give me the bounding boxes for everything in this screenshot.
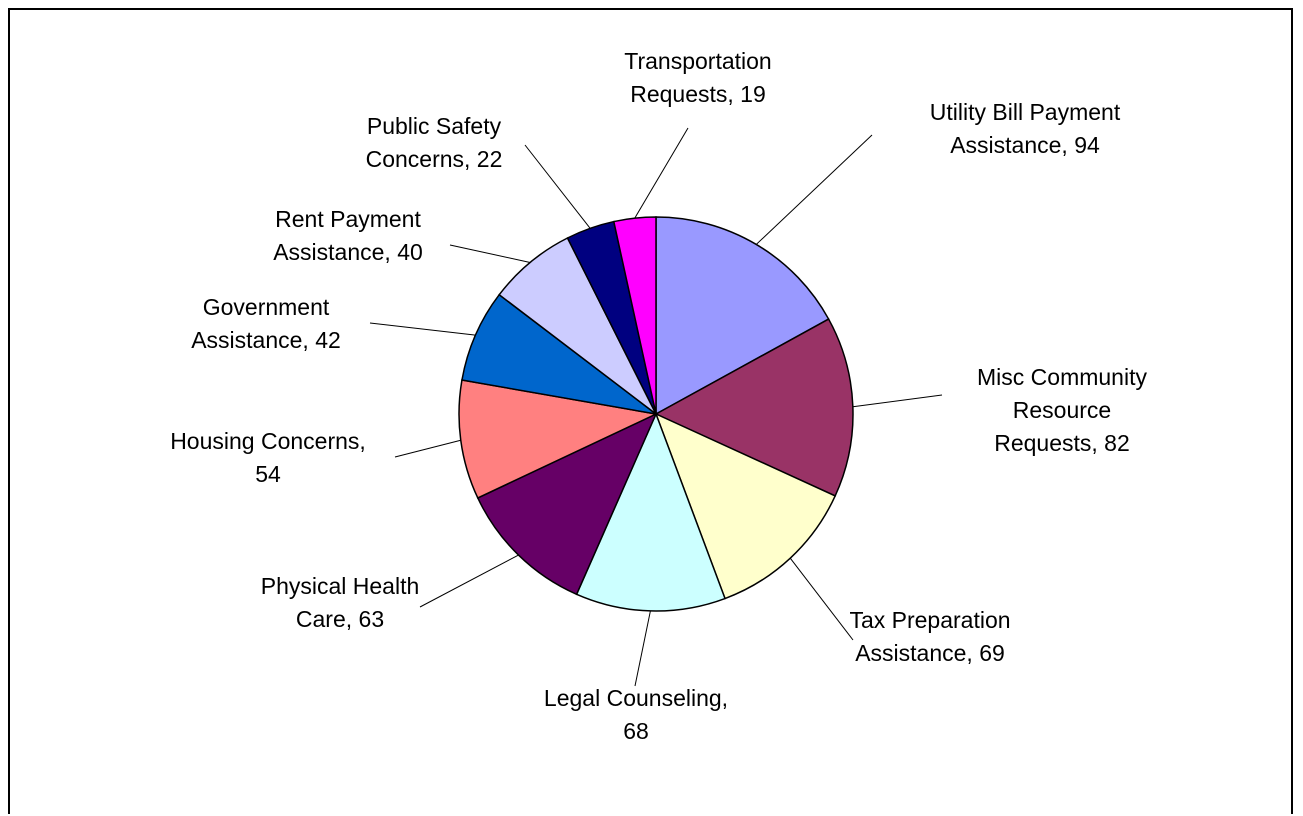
data-label-misc-community-resource-requests: Misc Community Resource Requests, 82 (977, 364, 1147, 456)
data-label-housing-concerns: Housing Concerns, 54 (170, 428, 366, 487)
data-label-line: 68 (623, 718, 649, 744)
data-label-transportation-requests: Transportation Requests, 19 (624, 48, 771, 107)
pie-slice-misc-community-resource-requests (654, 318, 854, 497)
leader-line-transportation-requests (634, 127, 689, 219)
data-label-line: Physical Health (261, 573, 420, 599)
leader-line-misc-community-resource-requests (852, 394, 943, 408)
data-labels: Utility Bill Payment Assistance, 94 Misc C… (170, 48, 1147, 744)
data-label-line: Housing Concerns, (170, 428, 366, 454)
leader-line-utility-bill-payment-assistance (755, 134, 873, 245)
data-label-line: Requests, 19 (630, 81, 766, 107)
data-label-line: Government (203, 294, 330, 320)
pie-chart: Utility Bill Payment Assistance, 94 Misc C… (170, 48, 1147, 744)
data-label-line: Utility Bill Payment (930, 99, 1121, 125)
leader-line-legal-counseling (634, 610, 651, 687)
data-label-line: Rent Payment (275, 206, 421, 232)
data-label-line: Tax Preparation (849, 607, 1010, 633)
leader-line-housing-concerns (394, 439, 461, 458)
data-label-line: Care, 63 (296, 606, 384, 632)
data-label-utility-bill-payment-assistance: Utility Bill Payment Assistance, 94 (930, 99, 1121, 158)
pie-slice-physical-health-care (476, 412, 658, 596)
data-label-public-safety-concerns: Public Safety Concerns, 22 (366, 113, 503, 172)
data-label-line: Concerns, 22 (366, 146, 503, 172)
data-label-line: Assistance, 69 (855, 640, 1005, 666)
data-label-government-assistance: Government Assistance, 42 (191, 294, 341, 353)
data-label-line: Public Safety (367, 113, 502, 139)
pie-slices (458, 216, 854, 612)
pie-slice-tax-preparation-assistance (654, 412, 837, 600)
pie-slice-transportation-requests (612, 216, 657, 415)
data-label-rent-payment-assistance: Rent Payment Assistance, 40 (273, 206, 423, 265)
leader-line-government-assistance (369, 322, 476, 336)
data-label-line: Assistance, 94 (950, 132, 1100, 158)
pie-slice-government-assistance (461, 293, 657, 415)
data-label-line: 54 (255, 461, 281, 487)
data-label-line: Misc Community (977, 364, 1147, 390)
data-label-physical-health-care: Physical Health Care, 63 (261, 573, 420, 632)
data-label-line: Assistance, 42 (191, 327, 341, 353)
leader-line-rent-payment-assistance (449, 244, 531, 263)
leader-line-public-safety-concerns (524, 144, 591, 229)
data-label-line: Resource (1013, 397, 1111, 423)
data-label-legal-counseling: Legal Counseling, 68 (544, 685, 728, 744)
chart-frame: Utility Bill Payment Assistance, 94 Misc C… (8, 8, 1293, 814)
leader-line-tax-preparation-assistance (789, 557, 854, 641)
data-label-line: Assistance, 40 (273, 239, 423, 265)
data-label-line: Legal Counseling, (544, 685, 728, 711)
data-label-line: Requests, 82 (994, 430, 1130, 456)
data-label-tax-preparation-assistance: Tax Preparation Assistance, 69 (849, 607, 1010, 666)
data-label-line: Transportation (624, 48, 771, 74)
leader-lines (369, 127, 943, 687)
pie-slice-housing-concerns (458, 379, 659, 499)
leader-line-physical-health-care (419, 554, 519, 608)
